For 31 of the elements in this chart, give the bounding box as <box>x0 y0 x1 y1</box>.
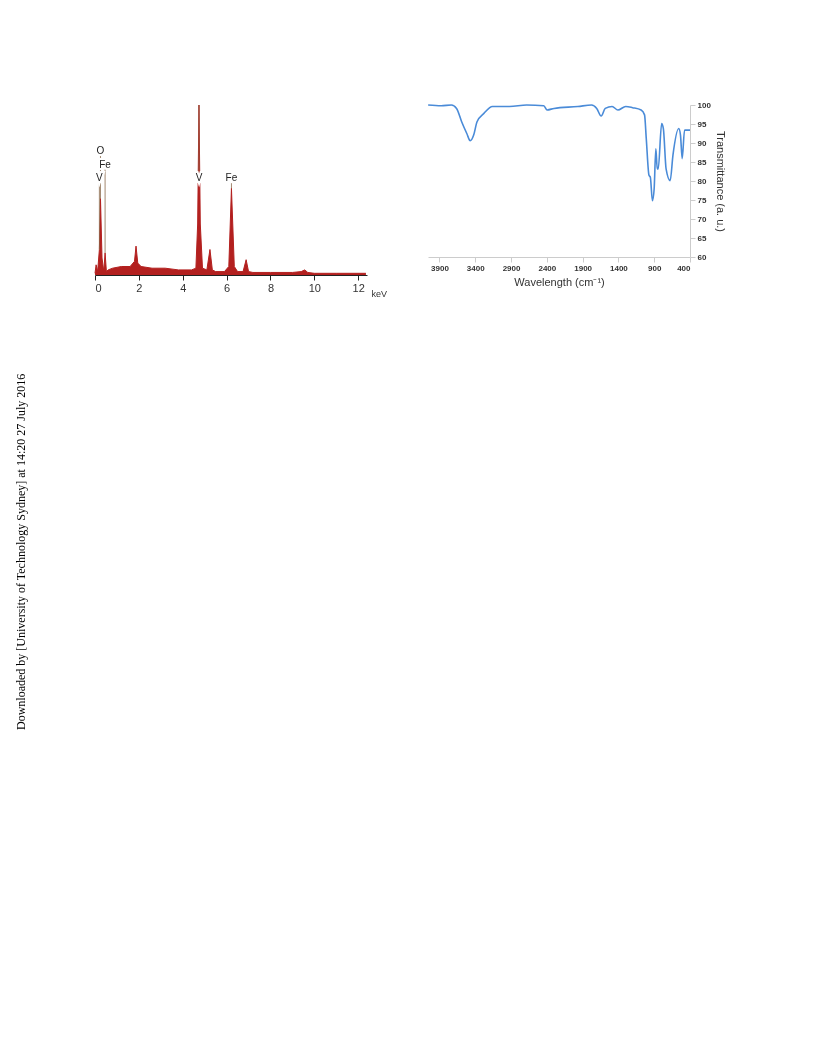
x-axis-title: Wavelength (cm⁻¹) <box>514 275 605 288</box>
y-tick-label: 85 <box>697 157 707 167</box>
y-tick-label: 70 <box>697 214 707 224</box>
y-tick-label: 90 <box>697 138 707 148</box>
x-tick-label: 2400 <box>538 263 557 273</box>
y-tick-label: 100 <box>697 100 712 110</box>
x-tick-label: 1900 <box>574 263 593 273</box>
line-series <box>427 104 691 202</box>
x-tick-label: 8 <box>267 281 275 294</box>
x-tick-label: 6 <box>224 281 231 294</box>
x-tick-label: 3900 <box>431 263 450 273</box>
x-tick-label: 1400 <box>610 263 629 273</box>
x-tick-label: 4 <box>180 281 187 294</box>
y-tick-label: 65 <box>697 233 707 243</box>
x-tick-label: 900 <box>648 263 662 273</box>
text: Downloaded by [University of Technology Sydney] at 14:20 27 July 2016 <box>14 373 29 730</box>
x-tick-label: 400 <box>677 263 692 273</box>
x-tick-label: 2 <box>136 281 143 294</box>
y-tick-label: 80 <box>697 176 707 186</box>
annotation: O <box>96 145 105 156</box>
x-tick-label: 12 <box>352 281 365 294</box>
y-tick-label: 95 <box>697 119 707 129</box>
annotation: Fe <box>225 172 238 184</box>
y-tick-label: 60 <box>697 252 707 262</box>
x-tick-label: 0 <box>95 281 102 294</box>
x-tick-label: 3400 <box>466 263 486 273</box>
y-tick-label: 75 <box>697 195 707 205</box>
x-tick-label: 2900 <box>502 263 521 273</box>
y-axis-title: Transmittance (a. u.) <box>714 130 727 233</box>
x-tick-label: 10 <box>308 281 321 294</box>
x-axis-title: keV <box>371 288 388 299</box>
